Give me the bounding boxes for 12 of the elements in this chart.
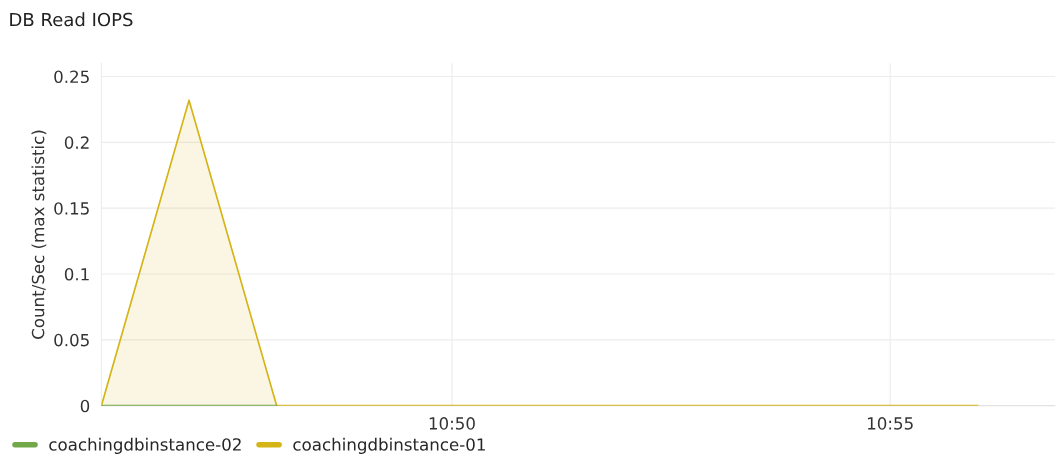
x-tick-label: 10:50 — [429, 417, 475, 430]
x-tick-label: 10:55 — [867, 417, 913, 430]
y-tick-label: 0.2 — [64, 136, 89, 149]
legend-label: coachingdbinstance-02 — [49, 437, 241, 454]
chart-title: DB Read IOPS — [10, 12, 133, 27]
y-tick-label: 0.25 — [54, 70, 89, 84]
y-tick-label: 0.15 — [54, 202, 89, 215]
y-axis-title: Count/Sec (max statistic) — [31, 130, 47, 339]
y-tick-label: 0 — [80, 399, 90, 413]
y-tick-label: 0.05 — [54, 333, 89, 347]
y-tick-label: 0.1 — [64, 267, 89, 281]
legend-label: coachingdbinstance-01 — [293, 437, 485, 454]
